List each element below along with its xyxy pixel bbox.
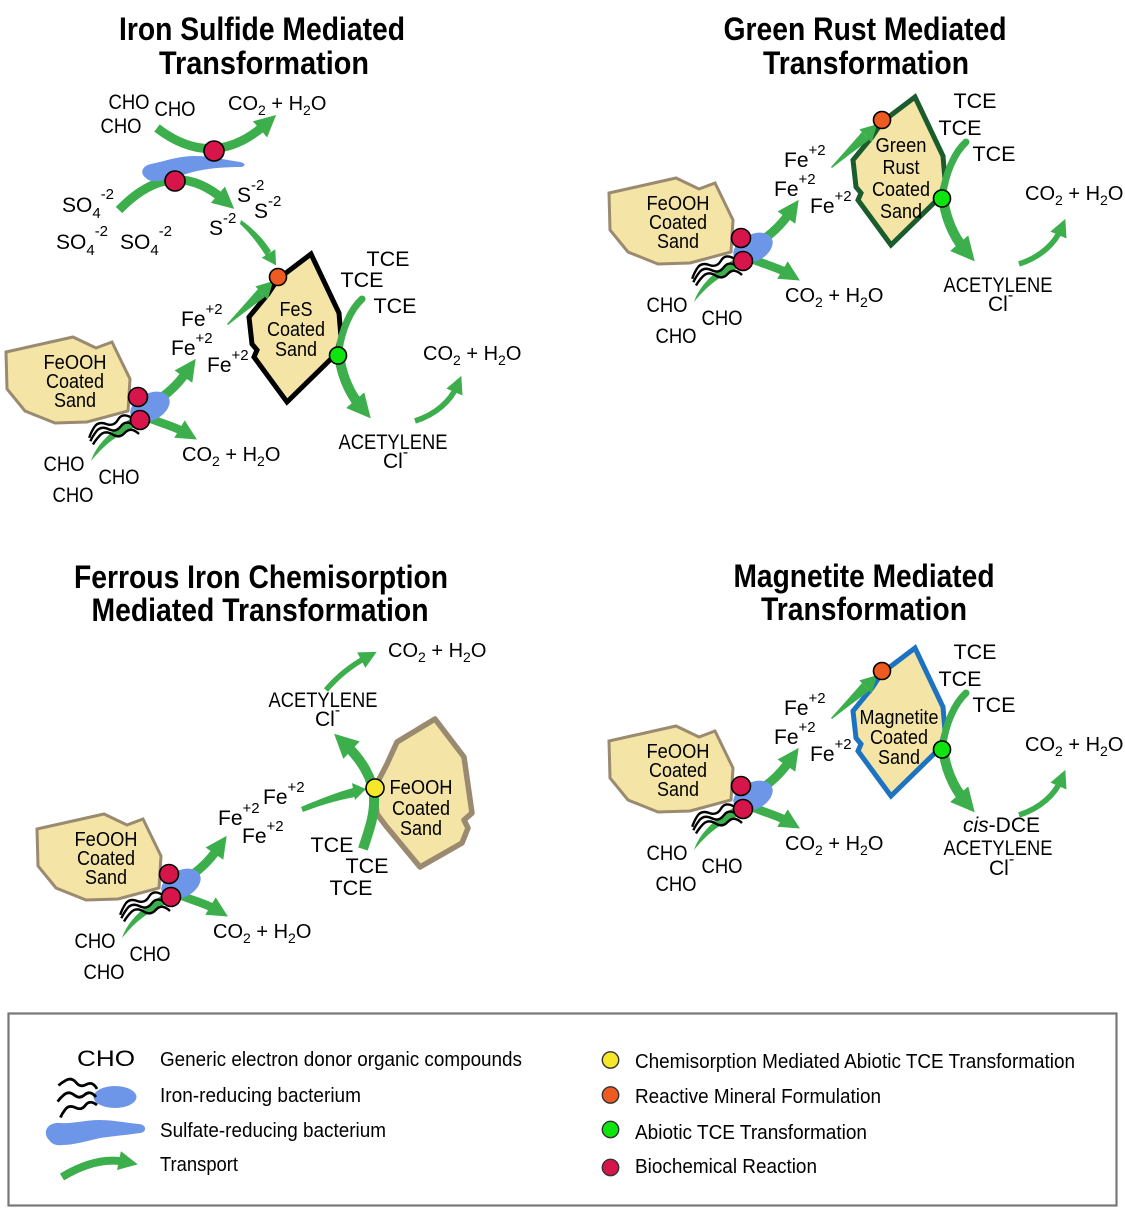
svg-text:TCE: TCE — [939, 668, 982, 691]
svg-text:Coated: Coated — [392, 797, 450, 820]
svg-text:Sand: Sand — [880, 200, 922, 223]
svg-text:Mediated Transformation: Mediated Transformation — [92, 592, 429, 628]
svg-text:Green Rust Mediated: Green Rust Mediated — [724, 11, 1007, 47]
svg-text:Transformation: Transformation — [763, 45, 969, 81]
svg-text:FeS: FeS — [280, 298, 313, 321]
svg-text:Iron Sulfide Mediated: Iron Sulfide Mediated — [119, 11, 405, 47]
svg-text:Abiotic TCE Transformation: Abiotic TCE Transformation — [635, 1122, 867, 1144]
svg-text:TCE: TCE — [367, 248, 410, 271]
svg-text:CHO: CHO — [101, 115, 142, 138]
svg-text:TCE: TCE — [330, 877, 373, 900]
svg-text:cis-DCE: cis-DCE — [963, 814, 1040, 837]
svg-text:Magnetite: Magnetite — [860, 706, 939, 729]
svg-text:Transformation: Transformation — [159, 45, 369, 81]
svg-text:CO2 + H2O: CO2 + H2O — [423, 343, 521, 368]
svg-text:TCE: TCE — [954, 90, 997, 113]
svg-text:Sand: Sand — [878, 746, 920, 769]
svg-text:Transport: Transport — [160, 1154, 238, 1176]
svg-text:Coated: Coated — [267, 318, 325, 341]
svg-text:Iron-reducing bacterium: Iron-reducing bacterium — [160, 1085, 361, 1107]
svg-text:CHO: CHO — [77, 1046, 135, 1071]
svg-text:TCE: TCE — [311, 834, 354, 857]
svg-text:CO2 + H2O: CO2 + H2O — [228, 93, 326, 118]
svg-text:Ferrous Iron Chemisorption: Ferrous Iron Chemisorption — [74, 559, 448, 595]
svg-text:Coated: Coated — [872, 178, 930, 201]
svg-text:Coated: Coated — [870, 726, 928, 749]
svg-text:Magnetite Mediated: Magnetite Mediated — [734, 558, 995, 594]
svg-text:Green: Green — [876, 134, 927, 157]
svg-text:CO2 + H2O: CO2 + H2O — [1025, 183, 1123, 208]
svg-text:TCE: TCE — [954, 641, 997, 664]
svg-text:Sulfate-reducing bacterium: Sulfate-reducing bacterium — [160, 1120, 386, 1142]
svg-text:Sand: Sand — [275, 338, 317, 361]
svg-text:ACETYLENE: ACETYLENE — [944, 274, 1053, 297]
svg-text:CHO: CHO — [109, 91, 150, 114]
svg-text:TCE: TCE — [374, 295, 417, 318]
svg-text:CHO: CHO — [155, 98, 196, 121]
svg-text:TCE: TCE — [346, 855, 389, 878]
svg-text:TCE: TCE — [973, 143, 1016, 166]
svg-text:Chemisorption Mediated Abiotic: Chemisorption Mediated Abiotic TCE Trans… — [635, 1051, 1075, 1073]
svg-text:Transformation: Transformation — [761, 591, 967, 627]
svg-text:TCE: TCE — [973, 694, 1016, 717]
svg-text:TCE: TCE — [939, 117, 982, 140]
svg-text:ACETYLENE: ACETYLENE — [944, 837, 1053, 860]
svg-text:Biochemical Reaction: Biochemical Reaction — [635, 1156, 817, 1178]
svg-text:Generic electron donor organic: Generic electron donor organic compounds — [160, 1049, 522, 1071]
svg-text:ACETYLENE: ACETYLENE — [269, 689, 378, 712]
svg-text:TCE: TCE — [341, 269, 384, 292]
svg-text:FeOOH: FeOOH — [390, 776, 453, 799]
svg-text:ACETYLENE: ACETYLENE — [339, 431, 448, 454]
svg-text:Reactive Mineral Formulation: Reactive Mineral Formulation — [635, 1086, 881, 1108]
svg-text:Sand: Sand — [400, 817, 442, 840]
svg-text:CO2 + H2O: CO2 + H2O — [388, 640, 486, 665]
svg-text:CO2 + H2O: CO2 + H2O — [1025, 734, 1123, 759]
svg-text:Rust: Rust — [883, 156, 920, 179]
